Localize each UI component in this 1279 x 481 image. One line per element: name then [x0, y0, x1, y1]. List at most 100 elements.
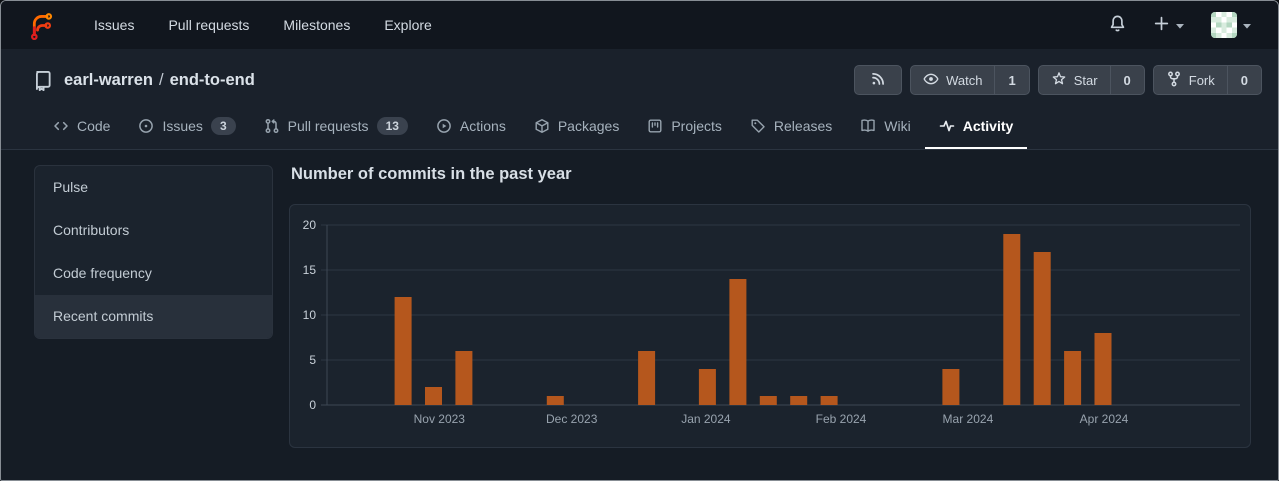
star-icon	[1051, 71, 1067, 90]
nav-link-issues[interactable]: Issues	[94, 17, 135, 33]
x-axis-month-label: Jan 2024	[681, 412, 731, 426]
plus-icon	[1153, 15, 1170, 35]
sidebar-item-contributors[interactable]: Contributors	[53, 222, 130, 238]
caret-down-icon	[1242, 18, 1252, 33]
tag-icon	[750, 118, 766, 134]
star-label: Star	[1073, 72, 1098, 88]
commit-bar[interactable]: 12	[394, 297, 412, 405]
sidebar-item-recent-commits[interactable]: Recent commits	[35, 295, 272, 338]
tab-code[interactable]: Code	[39, 107, 124, 149]
play-icon	[436, 118, 452, 134]
tab-wiki[interactable]: Wiki	[846, 107, 924, 149]
fork-label: Fork	[1188, 72, 1215, 88]
commit-bar[interactable]: 14	[729, 279, 747, 405]
nav-link-pull-requests[interactable]: Pull requests	[168, 17, 250, 33]
repo-owner-link[interactable]: earl-warren	[64, 70, 153, 89]
fork-button[interactable]: Fork 0	[1152, 65, 1262, 95]
main-panel: Number of commits in the past year 0 5 10 1…	[289, 165, 1262, 448]
tab-label: Projects	[671, 118, 722, 134]
x-axis-month-label: Nov 2023	[414, 412, 466, 426]
sidebar-item-code-frequency[interactable]: Code frequency	[53, 265, 152, 281]
x-axis-month-label: Mar 2024	[943, 412, 994, 426]
sidebar-item-pulse[interactable]: Pulse	[53, 179, 89, 195]
commit-bar[interactable]: 19	[1003, 234, 1021, 405]
x-axis-month-label: Apr 2024	[1080, 412, 1129, 426]
primary-nav: Issues Pull requests Milestones Explore	[77, 1, 449, 49]
package-icon	[534, 118, 550, 134]
commit-bar[interactable]: 1	[790, 396, 808, 405]
tab-label: Code	[77, 118, 111, 134]
tab-count-badge: 3	[210, 117, 236, 135]
x-axis-month-label: Dec 2023	[546, 412, 598, 426]
repo-header: earl-warren / end-to-end Watch 1 Star 0 Fork 0 …	[1, 49, 1278, 149]
commit-bar[interactable]: 17	[1033, 252, 1051, 405]
tab-packages[interactable]: Packages	[520, 107, 633, 149]
y-axis-tick-label: 15	[303, 263, 317, 277]
star-count[interactable]: 0	[1109, 66, 1144, 94]
commit-bar[interactable]: 1	[546, 396, 564, 405]
tab-label: Releases	[773, 118, 833, 134]
y-axis-tick-label: 10	[303, 308, 317, 322]
commits-bar-chart-svg: 051015201226164141114191768Nov 2023 Dec 2…	[303, 218, 1240, 426]
repo-title-separator: /	[158, 70, 164, 89]
fork-icon	[1166, 71, 1182, 90]
activity-sidebar: Pulse Contributors Code frequency Recent co…	[34, 165, 273, 339]
tab-count-badge: 13	[376, 117, 408, 135]
tab-label: Packages	[557, 118, 620, 134]
tab-label: Wiki	[884, 118, 911, 134]
pulse-icon	[939, 118, 955, 134]
rss-icon	[870, 71, 886, 90]
code-icon	[53, 118, 69, 134]
notifications-button[interactable]	[1104, 10, 1131, 40]
tab-label: Issues	[162, 118, 203, 134]
y-axis-tick-label: 5	[309, 353, 316, 367]
commit-bar[interactable]: 2	[425, 387, 442, 405]
commit-bar[interactable]: 6	[638, 351, 656, 405]
tab-pull-requests[interactable]: Pull requests 13	[250, 107, 422, 149]
chart-title: Number of commits in the past year	[291, 165, 572, 183]
repo-book-icon	[31, 70, 52, 91]
top-navbar: Issues Pull requests Milestones Explore	[1, 1, 1278, 49]
repo-name-link[interactable]: end-to-end	[169, 70, 255, 89]
commit-bar[interactable]: 1	[759, 396, 777, 405]
user-menu-button[interactable]	[1207, 8, 1256, 42]
tab-activity[interactable]: Activity	[924, 107, 1028, 149]
navbar-right	[1104, 8, 1262, 42]
y-axis-tick-label: 20	[303, 218, 317, 232]
create-new-button[interactable]	[1149, 11, 1189, 39]
project-icon	[647, 118, 663, 134]
watch-label: Watch	[946, 72, 983, 88]
star-button[interactable]: Star 0	[1037, 65, 1145, 95]
tab-label: Actions	[459, 118, 506, 134]
bell-icon	[1108, 14, 1127, 36]
nav-link-explore[interactable]: Explore	[384, 17, 432, 33]
repo-action-buttons: Watch 1 Star 0 Fork 0	[854, 65, 1262, 95]
commit-bar[interactable]: 6	[455, 351, 473, 405]
commit-bar[interactable]: 8	[1094, 333, 1112, 405]
book-icon	[860, 118, 876, 134]
pr-icon	[264, 118, 280, 134]
watch-button[interactable]: Watch 1	[910, 65, 1030, 95]
x-axis-month-label: Feb 2024	[816, 412, 867, 426]
commit-bar[interactable]: 6	[1064, 351, 1082, 405]
tab-label: Activity	[962, 118, 1014, 134]
tab-label: Pull requests	[287, 118, 369, 134]
forgejo-logo-icon[interactable]	[27, 10, 53, 40]
tab-actions[interactable]: Actions	[422, 107, 520, 149]
repo-title: earl-warren / end-to-end	[64, 71, 255, 90]
y-axis-tick-label: 0	[309, 398, 316, 412]
tab-releases[interactable]: Releases	[736, 107, 846, 149]
rss-feed-button[interactable]	[854, 65, 903, 95]
content-area: Pulse Contributors Code frequency Recent co…	[1, 149, 1278, 480]
fork-count[interactable]: 0	[1226, 66, 1261, 94]
tab-projects[interactable]: Projects	[633, 107, 736, 149]
commit-bar[interactable]: 4	[942, 369, 960, 405]
nav-link-milestones[interactable]: Milestones	[283, 17, 351, 33]
commit-bar[interactable]: 4	[698, 369, 716, 405]
tab-issues[interactable]: Issues 3	[124, 107, 249, 149]
repo-tabs: Code Issues 3 Pull requests 13 Actions Package…	[17, 107, 1262, 149]
watch-count[interactable]: 1	[994, 66, 1028, 94]
commit-bar[interactable]: 1	[820, 396, 838, 405]
